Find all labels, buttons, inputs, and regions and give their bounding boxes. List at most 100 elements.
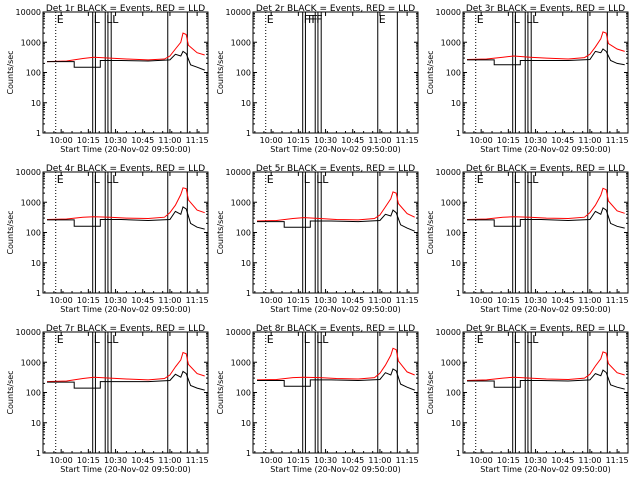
flag-marker: L [526, 173, 533, 186]
panel-det-2: Det 2r BLACK = Events, RED = LLD 1 10 100 10… [216, 4, 419, 154]
x-tick-label: 11:15 [186, 456, 209, 465]
events-series-line [467, 369, 625, 390]
x-tick-label: 10:30 [314, 456, 337, 465]
events-series-line [257, 209, 415, 232]
y-axis-label: Counts/sec [216, 370, 225, 414]
x-tick-label: 10:00 [50, 296, 73, 305]
flag-marker: E [57, 173, 64, 186]
x-tick-label: 10:45 [131, 456, 154, 465]
x-tick-label: 10:00 [260, 296, 283, 305]
flag-marker: L [94, 333, 101, 346]
y-axis-label: Counts/sec [426, 50, 435, 94]
y-tick-label: 10000 [16, 328, 41, 337]
panel-det-6: Det 6r BLACK = Events, RED = LLD 1 10 100 10… [426, 164, 629, 314]
x-axis-label: Start Time (20-Nov-02 09:50:00) [480, 145, 610, 154]
x-axis-label: Start Time (20-Nov-02 09:50:00) [60, 305, 190, 314]
panel-title: Det 8r BLACK = Events, RED = LLD [256, 324, 415, 334]
flag-marker: L [514, 13, 521, 26]
x-tick-label: 10:15 [497, 296, 520, 305]
flag-marker: L [514, 333, 521, 346]
x-axis-label: Start Time (20-Nov-02 09:50:00) [480, 305, 610, 314]
x-tick-label: 10:15 [287, 456, 310, 465]
flag-marker: L [532, 333, 539, 346]
flag-marker: L [112, 173, 119, 186]
events-series-line [467, 207, 625, 229]
flag-marker: L [526, 333, 533, 346]
x-tick-label: 10:00 [50, 456, 73, 465]
x-tick-label: 10:45 [341, 456, 364, 465]
y-tick-label: 1 [456, 129, 461, 138]
flag-marker: L [94, 173, 101, 186]
x-tick-label: 11:00 [158, 296, 181, 305]
y-axis-label: Counts/sec [216, 210, 225, 254]
flag-marker: L [112, 333, 119, 346]
x-axis-label: Start Time (20-Nov-02 09:50:00) [270, 145, 400, 154]
x-tick-label: 10:30 [524, 456, 547, 465]
x-tick-label: 10:45 [341, 296, 364, 305]
x-tick-label: 10:00 [470, 456, 493, 465]
x-tick-label: 10:15 [77, 456, 100, 465]
panel-title: Det 7r BLACK = Events, RED = LLD [46, 324, 205, 334]
flag-marker: F [316, 13, 322, 26]
flag-marker: L [304, 333, 311, 346]
y-tick-label: 100 [446, 389, 461, 398]
plot-frame [42, 11, 209, 134]
x-tick-label: 10:45 [131, 136, 154, 145]
y-tick-label: 100 [236, 69, 251, 78]
flag-marker: L [322, 173, 329, 186]
y-tick-label: 10000 [226, 328, 251, 337]
lld-series-line [46, 32, 205, 63]
plot-frame [462, 171, 629, 294]
y-tick-label: 10 [31, 259, 41, 268]
x-tick-label: 10:45 [341, 136, 364, 145]
x-tick-label: 10:15 [77, 296, 100, 305]
y-tick-label: 10 [241, 259, 251, 268]
panel-title: Det 2r BLACK = Events, RED = LLD [256, 4, 415, 14]
y-tick-label: 100 [446, 69, 461, 78]
flag-marker: L [94, 13, 101, 26]
y-tick-label: 10000 [16, 168, 41, 177]
flag-marker: E [57, 13, 64, 26]
y-tick-label: 100 [236, 229, 251, 238]
y-tick-label: 1000 [231, 38, 251, 47]
flag-marker: L [532, 173, 539, 186]
y-tick-label: 1 [246, 289, 251, 298]
x-tick-label: 10:45 [551, 296, 574, 305]
x-tick-label: 11:15 [396, 296, 419, 305]
x-tick-label: 10:00 [470, 136, 493, 145]
lld-series-line [46, 187, 205, 220]
lld-series-line [46, 351, 205, 383]
x-tick-label: 11:15 [186, 296, 209, 305]
y-tick-label: 1000 [441, 358, 461, 367]
x-tick-label: 11:00 [578, 296, 601, 305]
panel-title: Det 1r BLACK = Events, RED = LLD [46, 4, 205, 14]
panel-title: Det 4r BLACK = Events, RED = LLD [46, 164, 205, 174]
y-tick-label: 1000 [441, 198, 461, 207]
x-tick-label: 11:00 [578, 136, 601, 145]
x-tick-label: 10:15 [287, 296, 310, 305]
x-axis-label: Start Time (20-Nov-02 09:50:00) [270, 465, 400, 474]
x-tick-label: 10:45 [131, 296, 154, 305]
x-tick-label: 11:00 [368, 456, 391, 465]
x-tick-label: 10:15 [287, 136, 310, 145]
panel-det-1: Det 1r BLACK = Events, RED = LLD 1 10 100 10… [6, 4, 209, 154]
y-tick-label: 1000 [231, 198, 251, 207]
x-tick-label: 10:15 [497, 456, 520, 465]
x-tick-label: 10:30 [524, 136, 547, 145]
flag-marker: L [526, 13, 533, 26]
x-tick-label: 10:45 [551, 456, 574, 465]
plot-frame [252, 171, 419, 294]
y-tick-label: 100 [26, 69, 41, 78]
y-tick-label: 10 [31, 99, 41, 108]
y-tick-label: 1000 [21, 198, 41, 207]
y-tick-label: 10 [31, 419, 41, 428]
panel-title: Det 3r BLACK = Events, RED = LLD [466, 4, 625, 14]
flag-marker: F [308, 13, 314, 26]
y-tick-label: 1 [246, 449, 251, 458]
y-tick-label: 1000 [441, 38, 461, 47]
plot-frame [252, 11, 419, 134]
y-tick-label: 1000 [231, 358, 251, 367]
x-tick-label: 10:15 [497, 136, 520, 145]
panel-det-4: Det 4r BLACK = Events, RED = LLD 1 10 100 10… [6, 164, 209, 314]
y-tick-label: 100 [446, 229, 461, 238]
